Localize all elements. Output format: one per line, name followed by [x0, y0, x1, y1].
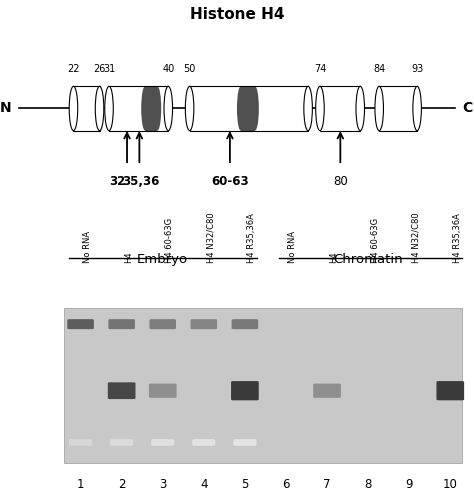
Bar [320, 86, 360, 131]
Ellipse shape [375, 86, 383, 131]
Text: H4 60-63G: H4 60-63G [371, 217, 380, 262]
Text: H4 R35,36A: H4 R35,36A [247, 212, 256, 262]
FancyBboxPatch shape [437, 381, 464, 400]
Text: 84: 84 [373, 64, 385, 74]
Text: No RNA: No RNA [83, 230, 92, 262]
FancyBboxPatch shape [67, 319, 94, 329]
Ellipse shape [304, 86, 312, 131]
Text: 80: 80 [333, 175, 348, 188]
FancyBboxPatch shape [192, 439, 215, 446]
Text: H4 N32/C80: H4 N32/C80 [206, 212, 215, 262]
FancyBboxPatch shape [110, 439, 133, 446]
Text: 2: 2 [118, 478, 126, 491]
Text: Histone H4: Histone H4 [190, 7, 284, 22]
Text: H4 60-63G: H4 60-63G [165, 217, 174, 262]
FancyBboxPatch shape [69, 439, 92, 446]
Text: 5: 5 [241, 478, 248, 491]
Ellipse shape [185, 86, 194, 131]
Ellipse shape [251, 86, 259, 131]
Bar [190, 86, 308, 131]
Ellipse shape [69, 86, 78, 131]
FancyBboxPatch shape [232, 319, 258, 329]
Text: H4 R35,36A: H4 R35,36A [453, 212, 462, 262]
Ellipse shape [154, 86, 161, 131]
FancyBboxPatch shape [151, 439, 174, 446]
FancyBboxPatch shape [191, 319, 217, 329]
Text: 93: 93 [411, 64, 423, 74]
Ellipse shape [95, 86, 104, 131]
Text: 60-63: 60-63 [211, 175, 249, 188]
Bar [73, 86, 100, 131]
Text: 22: 22 [67, 64, 80, 74]
Text: 35,36: 35,36 [122, 175, 159, 188]
Text: 1: 1 [77, 478, 84, 491]
Ellipse shape [237, 86, 245, 131]
Text: 74: 74 [314, 64, 326, 74]
Ellipse shape [105, 86, 113, 131]
Text: 40: 40 [162, 64, 174, 74]
Text: 31: 31 [103, 64, 115, 74]
Bar [379, 86, 417, 131]
Bar [190, 86, 308, 131]
Bar [73, 86, 100, 131]
Bar [64, 308, 462, 463]
Text: H4: H4 [329, 251, 338, 262]
FancyBboxPatch shape [313, 384, 341, 398]
Text: 26: 26 [93, 64, 106, 74]
FancyBboxPatch shape [231, 381, 259, 400]
Text: 6: 6 [282, 478, 290, 491]
Text: 9: 9 [405, 478, 413, 491]
Text: No RNA: No RNA [288, 230, 297, 262]
Bar [145, 86, 157, 131]
FancyBboxPatch shape [108, 383, 136, 399]
Text: 3: 3 [159, 478, 166, 491]
Text: Embryo: Embryo [137, 252, 188, 266]
Text: 32: 32 [109, 175, 126, 188]
FancyBboxPatch shape [149, 319, 176, 329]
Text: H4: H4 [124, 251, 133, 262]
Bar [109, 86, 168, 131]
FancyBboxPatch shape [233, 439, 256, 446]
Bar [241, 86, 255, 131]
Ellipse shape [316, 86, 324, 131]
Text: 4: 4 [200, 478, 208, 491]
FancyBboxPatch shape [149, 384, 177, 398]
Bar [109, 86, 168, 131]
Text: H4 N32/C80: H4 N32/C80 [411, 212, 420, 262]
Bar [379, 86, 417, 131]
Text: 50: 50 [183, 64, 196, 74]
Bar [320, 86, 360, 131]
Text: 8: 8 [365, 478, 372, 491]
Ellipse shape [413, 86, 421, 131]
Text: 7: 7 [323, 478, 331, 491]
Ellipse shape [141, 86, 149, 131]
FancyBboxPatch shape [109, 319, 135, 329]
Text: C: C [462, 102, 473, 115]
Text: N: N [0, 102, 12, 115]
Text: 10: 10 [443, 478, 458, 491]
Ellipse shape [356, 86, 365, 131]
Text: Chromatin: Chromatin [333, 252, 403, 266]
Ellipse shape [164, 86, 173, 131]
